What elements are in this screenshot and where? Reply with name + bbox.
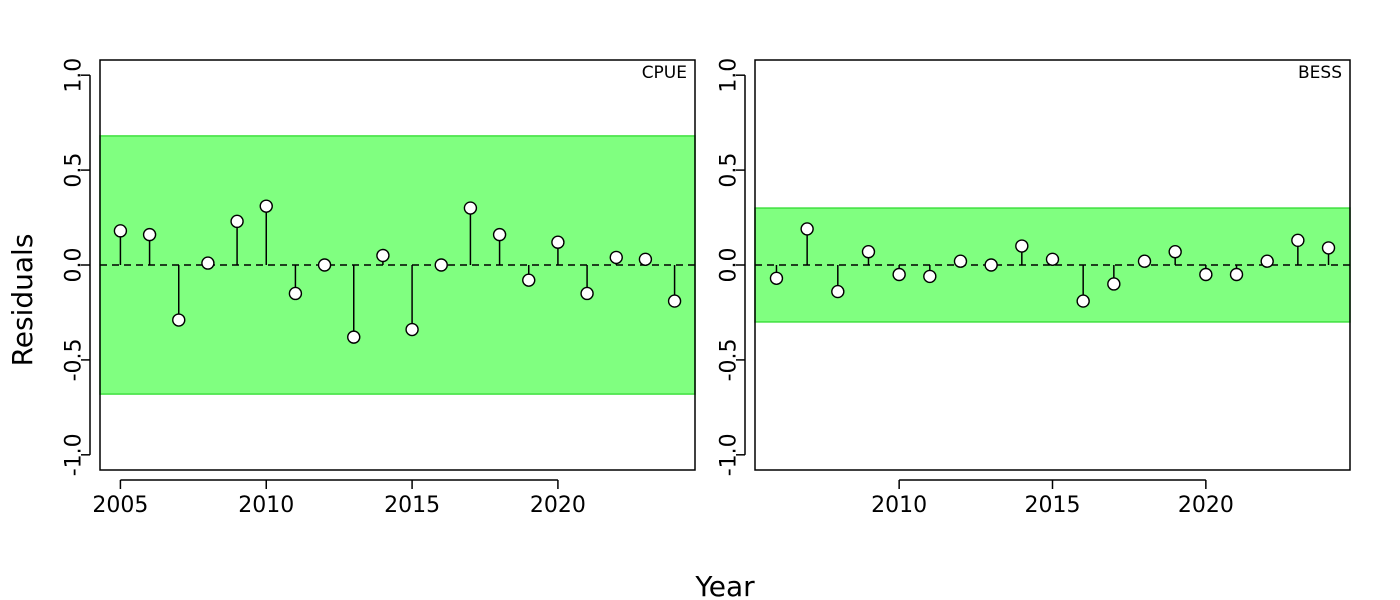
residual-point [347,330,361,344]
x-axis-label: Year [694,570,755,600]
residual-point [317,258,332,272]
residual-point [861,245,876,259]
y-tick-label: 0.0 [717,248,742,283]
residual-point [984,258,998,272]
residual-point [1321,241,1336,255]
y-tick-label: 0.0 [62,248,87,283]
x-tick-label: 2015 [1025,493,1081,518]
residual-point [522,273,536,287]
residual-point [1291,233,1305,248]
residual-point [1137,254,1152,268]
y-tick-label: -0.5 [62,338,87,381]
residual-point [230,214,244,229]
residual-point [923,269,937,284]
residual-point [831,284,845,299]
residual-point [288,286,303,301]
panel-cpue: -1.0 -0.5 0.0 0.5 1.0 2005 2010 2015 2020 CPUE [62,58,696,518]
residual-point [953,254,968,268]
y-tick-label: 0.5 [62,153,87,188]
plot-frame [754,59,1351,471]
residual-point [405,322,419,337]
residual-point [638,252,653,267]
residual-point [1045,252,1060,267]
panel-title: BESS [1298,63,1342,83]
residual-point [113,224,128,238]
residual-point [1076,294,1090,308]
y-tick-label: -1.0 [62,433,87,476]
residual-point [1199,267,1213,282]
residual-point [1229,267,1244,282]
plot-frame [99,59,696,471]
x-tick-label: 2020 [530,493,586,518]
y-tick-label: 1.0 [62,58,87,93]
y-tick-label: -1.0 [717,433,742,476]
y-tick-label: -0.5 [717,338,742,381]
residual-point [463,201,478,215]
residual-point [609,250,623,265]
residual-point [172,313,186,327]
x-tick-label: 2020 [1178,493,1234,518]
residual-point [667,294,682,308]
residual-point [800,222,814,236]
residual-point [1168,245,1182,259]
y-axis-label: Residuals [6,234,39,367]
x-tick-label: 2010 [238,493,294,518]
residual-point [1015,239,1029,253]
y-tick-label: 0.5 [717,153,742,188]
residual-point [142,227,157,242]
residual-point [1260,254,1274,268]
panel-title: CPUE [642,63,687,83]
residual-point [580,286,594,301]
residual-point [376,248,390,263]
residual-point [434,258,448,272]
residual-point [1107,277,1121,291]
residual-point [259,199,273,213]
x-tick-label: 2005 [92,493,148,518]
residual-point [769,271,784,285]
residual-point [201,256,215,270]
residual-point [892,267,906,282]
y-tick-label: 1.0 [717,58,742,93]
panel-bess: -1.0 -0.5 0.0 0.5 1.0 2010 2015 2020 BESS [717,58,1351,518]
residual-point [492,227,507,242]
residual-point [551,235,565,249]
x-tick-label: 2015 [384,493,440,518]
x-tick-label: 2010 [871,493,927,518]
